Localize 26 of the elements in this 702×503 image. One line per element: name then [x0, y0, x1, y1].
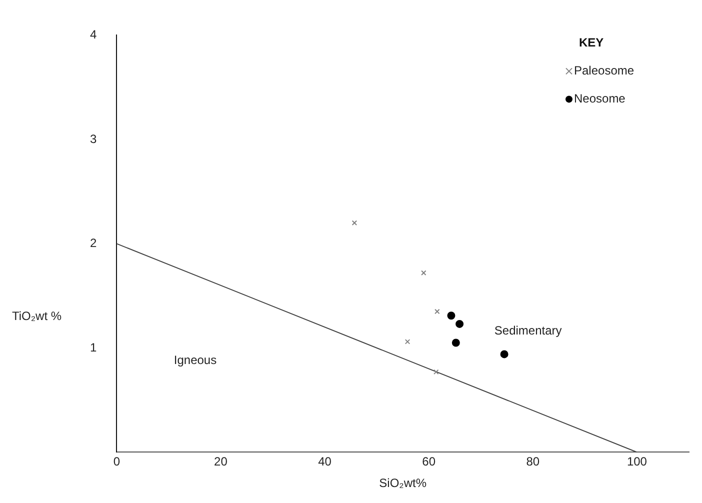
y-tick-label: 1: [90, 340, 97, 354]
legend-title: KEY: [579, 36, 604, 50]
y-tick-label: 2: [90, 236, 97, 250]
y-tick-label: 4: [90, 28, 97, 42]
point: [456, 320, 464, 328]
point: [452, 338, 460, 347]
point: [434, 369, 439, 375]
legend-label: Neosome: [574, 92, 626, 106]
annotation: Sedimentary: [494, 324, 562, 338]
y-tick-label: 3: [90, 132, 97, 146]
point: [447, 312, 456, 320]
x-tick-label: 100: [626, 454, 648, 469]
x-tick-label: 0: [113, 454, 120, 469]
point: [434, 308, 440, 314]
x-tick-label: 20: [214, 454, 228, 469]
y-axis-title: TiO₂wt %: [12, 308, 62, 323]
point: [404, 339, 410, 344]
x-tick-label: 80: [526, 454, 540, 469]
x-tick-label: 60: [422, 454, 436, 469]
x-tick-label: 40: [318, 454, 332, 469]
point: [500, 350, 508, 358]
x-axis-title: SiO₂wt%: [379, 476, 427, 490]
legend-label: Paleosome: [574, 64, 634, 78]
point: [352, 220, 358, 226]
annotation: Igneous: [174, 352, 217, 367]
point: [421, 270, 426, 276]
